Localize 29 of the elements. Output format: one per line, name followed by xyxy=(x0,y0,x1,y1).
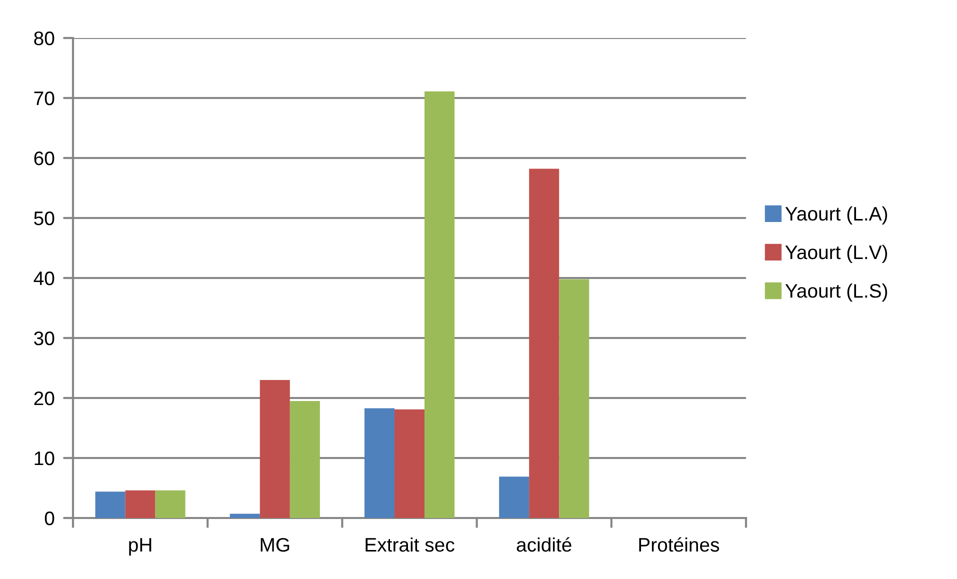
y-tick-label: 70 xyxy=(34,91,54,106)
x-tick-label: Extrait sec xyxy=(366,537,454,552)
y-tick-label: 30 xyxy=(34,331,54,346)
y-tick-label: 20 xyxy=(34,391,54,406)
bar xyxy=(290,401,320,518)
x-tick-label: MG xyxy=(260,538,290,552)
bar xyxy=(364,408,394,518)
bar xyxy=(529,168,560,518)
bar xyxy=(260,380,290,518)
bar xyxy=(424,91,455,518)
x-tick-label: Protéines xyxy=(639,537,720,552)
x-tick-label: acidité xyxy=(516,537,572,552)
bar xyxy=(125,490,156,518)
y-tick-label: 10 xyxy=(34,451,54,466)
bar xyxy=(394,409,425,518)
bar xyxy=(230,514,260,518)
bar xyxy=(95,492,126,518)
bar xyxy=(559,279,590,518)
y-tick-label: 40 xyxy=(34,271,54,286)
bar xyxy=(155,490,186,518)
y-tick-label: 80 xyxy=(34,31,54,46)
bar xyxy=(499,476,530,518)
y-tick-label: 0 xyxy=(44,511,54,526)
x-tick-label: pH xyxy=(129,538,152,556)
legend-label: Yaourt (L.S) xyxy=(785,283,888,302)
legend-label: Yaourt (L.A) xyxy=(785,206,888,225)
y-tick-label: 50 xyxy=(34,211,54,226)
y-tick-label: 60 xyxy=(34,151,54,166)
legend-label: Yaourt (L.V) xyxy=(785,244,888,264)
